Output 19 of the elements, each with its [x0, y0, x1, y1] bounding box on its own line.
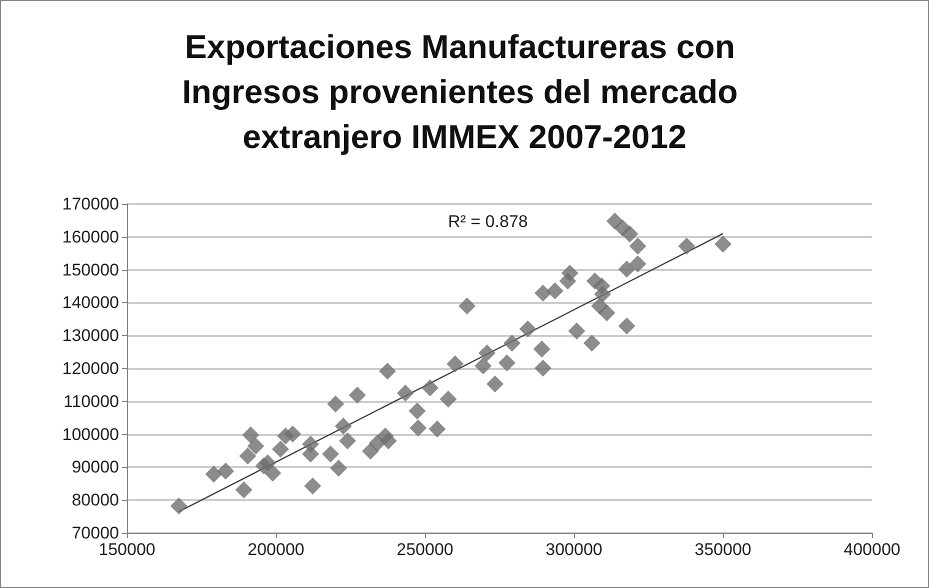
- y-tick-label: 120000: [62, 359, 119, 378]
- x-tick-label: 150000: [98, 540, 156, 559]
- y-tick-label: 100000: [62, 424, 119, 444]
- y-tick-label: 170000: [62, 194, 119, 214]
- y-tick-label: 70000: [72, 524, 119, 542]
- y-tick-label: 110000: [64, 392, 119, 411]
- x-tick-label: 400000: [844, 540, 900, 559]
- x-tick-label: 200000: [248, 540, 304, 559]
- y-tick-label: 90000: [72, 458, 119, 477]
- annotation: R² = 0.878: [448, 212, 528, 231]
- y-tick-label: 130000: [62, 326, 119, 346]
- x-tick-label: 350000: [694, 540, 752, 559]
- y-tick-label: 160000: [62, 227, 119, 246]
- x-tick-label: 250000: [396, 540, 454, 559]
- y-tick-label: 150000: [62, 260, 119, 280]
- x-tick-label: 300000: [546, 540, 602, 559]
- y-tick-label: 140000: [62, 293, 119, 312]
- y-tick-label: 80000: [72, 490, 119, 510]
- chart-title: Exportaciones Manufactureras con Ingresos provenientes del mercado extranjero IMMEX 2007-2012: [182, 28, 747, 155]
